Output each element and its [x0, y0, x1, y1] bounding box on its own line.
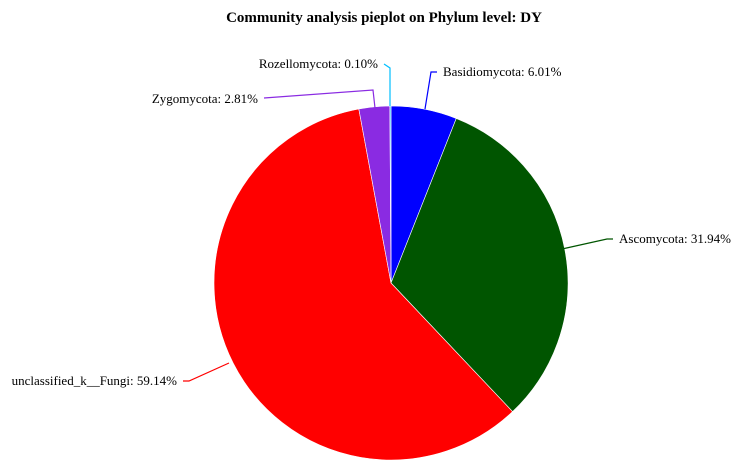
pie-slice-unclassified-k-fungi — [213, 108, 513, 461]
slice-label-unclassified-k-fungi: unclassified_k__Fungi: 59.14% — [12, 373, 178, 388]
slice-label-basidiomycota: Basidiomycota: 6.01% — [443, 64, 562, 79]
pie-slices — [213, 105, 569, 461]
leader-line-zygomycota — [263, 89, 376, 109]
chart-title: Community analysis pieplot on Phylum lev… — [226, 10, 542, 26]
leader-lines — [183, 63, 613, 382]
slice-label-ascomycota: Ascomycota: 31.94% — [619, 231, 731, 246]
leader-line-basidiomycota — [424, 71, 437, 110]
leader-line-unclassified-k-fungi — [183, 362, 230, 382]
slice-label-zygomycota: Zygomycota: 2.81% — [152, 91, 258, 106]
slice-labels: Basidiomycota: 6.01% Ascomycota: 31.94% un… — [12, 56, 731, 388]
slice-label-rozellomycota: Rozellomycota: 0.10% — [259, 56, 378, 71]
leader-line-ascomycota — [561, 238, 613, 250]
pie-slice-ascomycota — [390, 118, 569, 413]
leader-line-rozellomycota — [383, 63, 391, 106]
